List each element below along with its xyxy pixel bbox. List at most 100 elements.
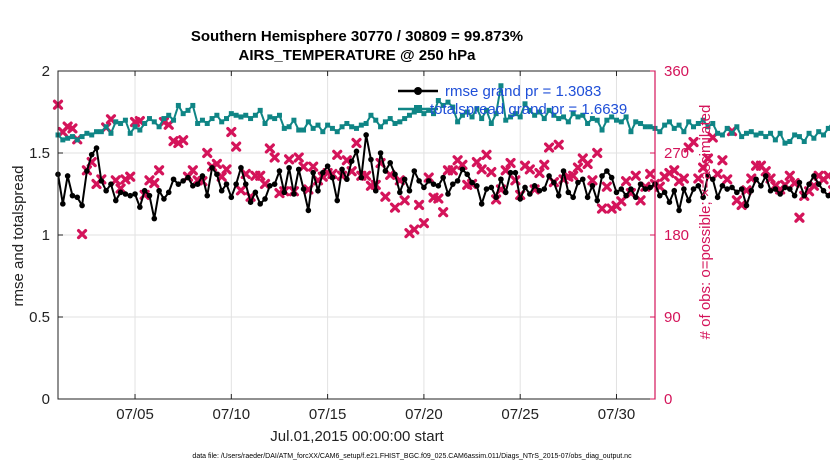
obs-marker — [481, 149, 492, 160]
obs-marker — [308, 161, 319, 172]
totalspread-point — [195, 120, 201, 126]
rmse-point — [464, 171, 471, 178]
rmse-point — [348, 158, 355, 164]
totalspread-point — [821, 132, 827, 138]
totalspread-point — [286, 124, 292, 130]
totalspread-point — [609, 114, 615, 120]
totalspread-point — [122, 117, 128, 123]
totalspread-point — [792, 132, 798, 138]
totalspread-point — [65, 135, 71, 141]
totalspread-point — [753, 132, 759, 138]
y-right-tick-label-3: 270 — [664, 145, 689, 162]
obs-marker — [438, 207, 449, 218]
rmse-point — [74, 194, 81, 201]
rmse-point — [469, 179, 475, 186]
rmse-point — [498, 176, 504, 183]
obs-marker — [601, 181, 612, 192]
totalspread-point — [719, 132, 725, 138]
legend-totalspread-marker — [414, 105, 422, 113]
totalspread-point — [397, 119, 403, 125]
totalspread-point — [146, 116, 152, 122]
rmse-point — [156, 187, 162, 194]
totalspread-point — [493, 111, 499, 117]
rmse-point — [632, 194, 639, 201]
totalspread-point — [676, 122, 682, 128]
rmse-point — [382, 168, 389, 174]
rmse-point — [748, 187, 755, 194]
rmse-point — [190, 183, 196, 189]
rmse-point — [170, 176, 177, 183]
totalspread-point — [479, 116, 485, 122]
obs-marker — [255, 170, 266, 181]
totalspread-point — [382, 119, 388, 125]
rmse-point — [811, 173, 817, 179]
totalspread-point — [541, 116, 547, 122]
totalspread-point — [60, 137, 66, 143]
obs-marker — [211, 158, 222, 170]
obs-marker — [572, 162, 584, 173]
x-axis-label: Jul.01,2015 00:00:00 start — [270, 428, 444, 445]
rmse-point — [714, 194, 721, 201]
y-tick-label-2: 1 — [42, 227, 50, 244]
rmse-point — [69, 192, 76, 199]
obs-marker — [553, 139, 564, 150]
obs-marker — [568, 170, 579, 181]
obs-marker — [351, 137, 362, 149]
rmse-point — [334, 197, 341, 204]
rmse-point — [291, 191, 297, 197]
totalspread-point — [469, 114, 475, 120]
totalspread-point — [320, 129, 326, 135]
rmse-point — [421, 184, 427, 191]
totalspread-point — [633, 119, 639, 125]
totalspread-point — [74, 137, 80, 143]
totalspread-point — [811, 135, 817, 141]
obs-marker — [231, 141, 242, 152]
totalspread-point — [310, 125, 316, 131]
rmse-point — [584, 194, 591, 201]
rmse-point — [214, 171, 220, 178]
obs-marker — [784, 170, 795, 181]
y-right-tick-label-0: 0 — [664, 391, 672, 408]
rmse-point — [815, 181, 822, 187]
rmse-point — [194, 181, 201, 187]
rmse-point — [478, 201, 485, 207]
totalspread-point — [354, 125, 359, 131]
obs-marker — [418, 218, 430, 229]
totalspread-point — [743, 130, 749, 136]
rmse-point — [512, 169, 519, 176]
rmse-point — [377, 150, 384, 156]
totalspread-point — [103, 124, 109, 130]
rmse-point — [782, 184, 788, 191]
y-tick-label-3: 1.5 — [29, 145, 50, 162]
obs-marker — [235, 185, 247, 196]
obs-marker — [746, 173, 757, 184]
obs-marker — [457, 159, 468, 170]
rmse-point — [286, 164, 292, 171]
rmse-point — [151, 215, 158, 222]
rmse-point — [108, 181, 114, 187]
obs-marker — [125, 171, 136, 182]
rmse-point — [522, 184, 528, 191]
obs-marker — [760, 166, 771, 177]
rmse-point — [705, 173, 711, 179]
totalspread-point — [228, 111, 234, 117]
rmse-point — [791, 192, 798, 199]
rmse-point — [700, 194, 706, 201]
rmse-point — [623, 192, 629, 199]
totalspread-point — [305, 119, 311, 125]
totalspread-point — [604, 117, 610, 123]
rmse-point — [493, 194, 499, 201]
rmse-point — [575, 179, 581, 186]
totalspread-point — [536, 109, 542, 115]
totalspread-point — [801, 139, 807, 145]
rmse-point — [440, 174, 446, 181]
obs-marker — [154, 165, 165, 176]
totalspread-point — [695, 120, 701, 126]
legend-rmse-label: rmse grand pr = 1.3083 — [445, 83, 601, 100]
totalspread-point — [238, 114, 244, 120]
rmse-point — [551, 179, 557, 186]
totalspread-point — [373, 117, 379, 123]
obs-marker — [389, 202, 401, 213]
rmse-point — [397, 189, 403, 196]
rmse-point — [642, 186, 649, 192]
